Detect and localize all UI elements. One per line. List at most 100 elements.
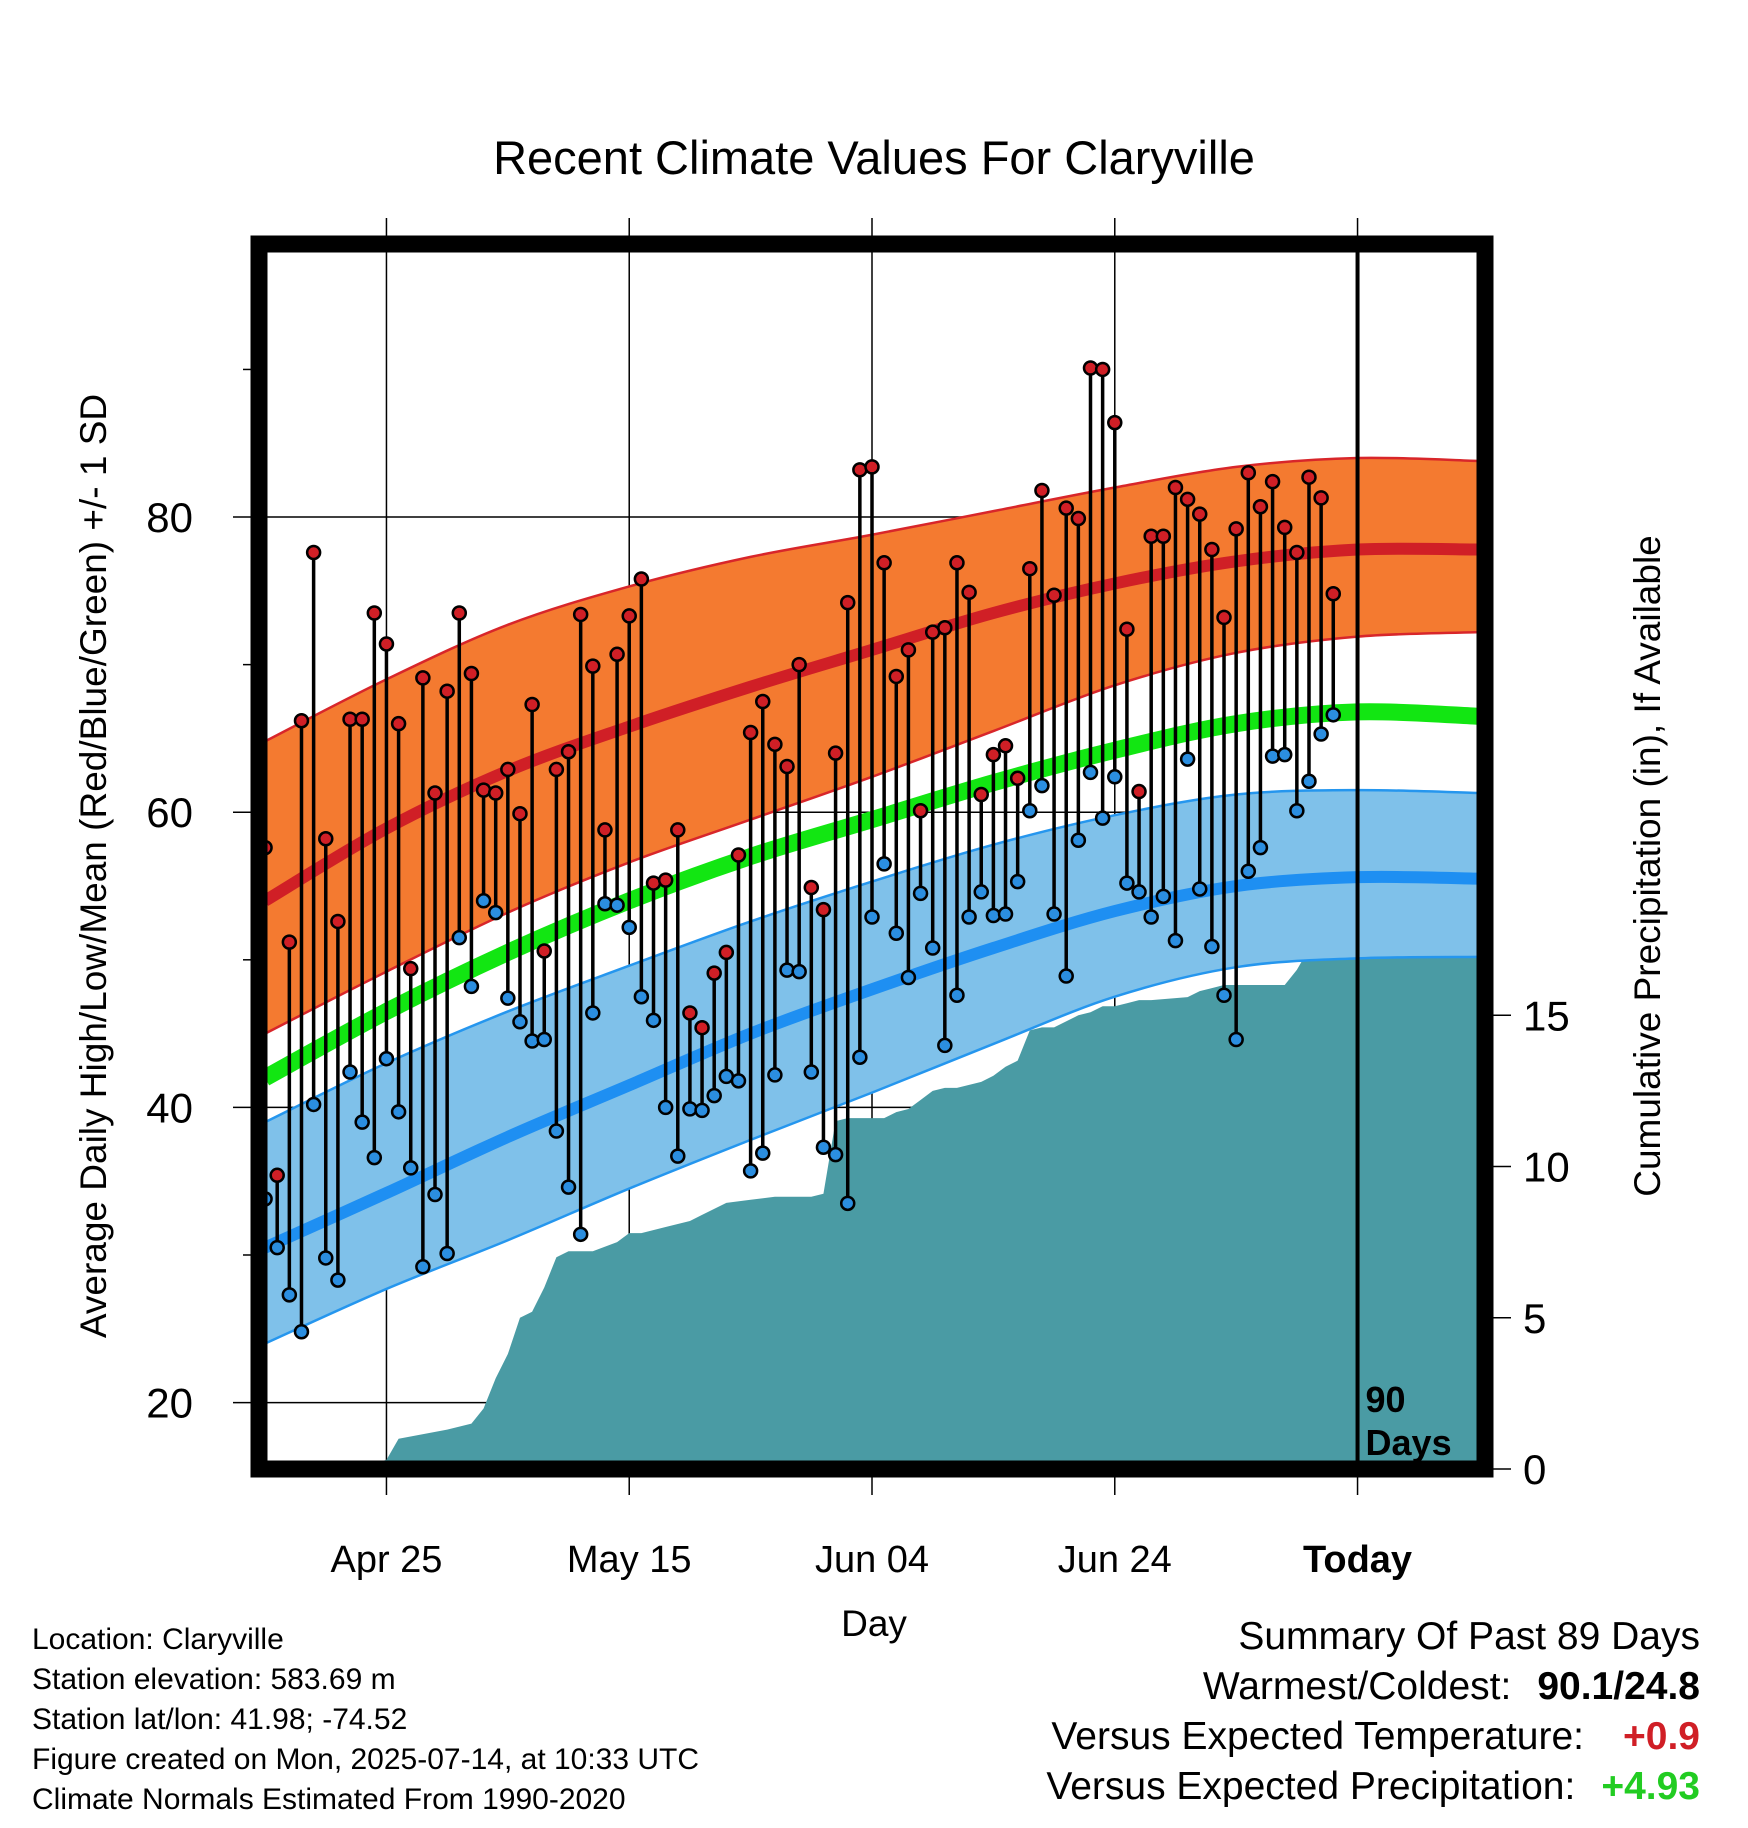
daily-low-point: [973, 884, 989, 900]
today-marker-label-days-word: Days: [1366, 1422, 1452, 1463]
warmest-coldest-label: Warmest/Coldest:: [1202, 1665, 1512, 1708]
y-tick-label: 20: [146, 1380, 193, 1427]
daily-low-point: [961, 909, 977, 925]
daily-high-point: [767, 736, 783, 753]
daily-low-point: [730, 1073, 747, 1089]
daily-high-point: [755, 693, 771, 710]
daily-high-point: [900, 642, 917, 658]
warmest-coldest-value: 90.1/24.8: [1537, 1665, 1700, 1708]
daily-low-point: [755, 1145, 771, 1161]
summary-panel: Summary Of Past 89 Days Warmest/Coldest:…: [800, 1612, 1700, 1812]
daily-low-point: [427, 1186, 443, 1203]
daily-low-point: [815, 1139, 832, 1156]
daily-low-point: [1313, 726, 1329, 742]
daily-low-point: [839, 1195, 856, 1212]
x-tick-label: Jun 04: [815, 1539, 929, 1581]
daily-high-point: [839, 594, 856, 611]
daily-low-point: [572, 1226, 589, 1243]
daily-low-point: [937, 1037, 953, 1054]
daily-low-point: [451, 929, 468, 946]
daily-high-point: [718, 944, 735, 961]
latlon-text: Station lat/lon: 41.98; -74.52: [32, 1703, 408, 1736]
daily-high-point: [366, 605, 383, 621]
daily-low-point: [900, 969, 917, 986]
daily-low-point: [1204, 938, 1220, 955]
daily-high-point: [1301, 469, 1317, 485]
daily-high-point: [1216, 609, 1232, 626]
daily-low-point: [475, 893, 492, 909]
daily-high-point: [1289, 544, 1305, 561]
daily-high-point: [694, 1019, 710, 1036]
daily-high-point: [1070, 510, 1087, 527]
daily-low-point: [1228, 1031, 1244, 1048]
daily-low-point: [1289, 802, 1305, 819]
daily-low-point: [852, 1049, 868, 1065]
daily-high-point: [706, 965, 722, 981]
y-tick-label: 60: [146, 789, 193, 836]
daily-high-point: [742, 724, 759, 741]
daily-high-point: [500, 761, 516, 778]
daily-low-point: [1155, 888, 1172, 905]
daily-low-point: [949, 987, 965, 1003]
daily-high-point: [609, 646, 625, 663]
daily-low-point: [706, 1087, 722, 1104]
warmest-coldest-row: Warmest/Coldest: 90.1/24.8: [800, 1662, 1700, 1712]
daily-high-point: [973, 786, 989, 803]
daily-low-point: [390, 1104, 407, 1120]
y-tick-label: 80: [146, 494, 193, 541]
daily-high-point: [864, 459, 880, 475]
daily-low-point: [548, 1123, 565, 1139]
created-text: Figure created on Mon, 2025-07-14, at 10…: [32, 1743, 700, 1776]
daily-high-point: [548, 761, 565, 778]
daily-low-point: [1216, 987, 1232, 1003]
daily-low-point: [1191, 881, 1208, 897]
daily-high-point: [1191, 506, 1208, 522]
summary-title: Summary Of Past 89 Days: [1238, 1615, 1700, 1658]
daily-high-point: [1313, 490, 1329, 506]
daily-low-point: [1167, 932, 1184, 949]
daily-high-point: [1009, 770, 1026, 787]
x-tick-label: Today: [1303, 1539, 1412, 1581]
daily-high-point: [536, 943, 553, 959]
daily-high-point: [269, 1167, 285, 1184]
daily-low-point: [585, 1005, 601, 1021]
daily-low-point: [1009, 873, 1026, 890]
daily-low-point: [293, 1323, 310, 1340]
daily-high-point: [779, 758, 795, 775]
daily-low-point: [1022, 802, 1038, 819]
daily-low-point: [1070, 832, 1087, 849]
y2-tick-label: 15: [1523, 992, 1570, 1039]
y2-axis-label: Cumulative Precipitation (in), If Availa…: [1627, 535, 1668, 1197]
location-text: Location: Claryville: [32, 1623, 284, 1656]
daily-high-point: [1325, 586, 1342, 602]
y2-tick-label: 10: [1523, 1144, 1570, 1191]
daily-low-point: [512, 1014, 528, 1030]
daily-high-point: [730, 847, 747, 863]
x-axis-label: Day: [841, 1603, 907, 1644]
daily-high-point: [633, 571, 650, 587]
daily-high-point: [985, 746, 1002, 763]
chart-title: Recent Climate Values For Claryville: [493, 131, 1255, 184]
daily-low-point: [791, 963, 807, 980]
daily-low-point: [1179, 751, 1196, 767]
daily-high-point: [378, 636, 395, 652]
daily-low-point: [1046, 906, 1062, 922]
daily-low-point: [670, 1148, 686, 1164]
daily-low-point: [742, 1163, 759, 1179]
daily-high-point: [949, 555, 965, 571]
temperature-departure-row: Versus Expected Temperature: +0.9: [800, 1712, 1700, 1762]
daily-low-point: [1107, 769, 1123, 785]
daily-high-point: [815, 901, 832, 918]
daily-low-point: [657, 1099, 674, 1116]
daily-low-point: [487, 904, 504, 921]
daily-low-point: [997, 906, 1014, 922]
daily-high-point: [1034, 482, 1050, 499]
normal-low-line: [262, 870, 1480, 1254]
x-tick-label: Apr 25: [330, 1539, 442, 1581]
daily-high-point: [888, 668, 905, 685]
daily-low-point: [621, 919, 637, 936]
daily-low-point: [876, 856, 892, 872]
daily-high-point: [1094, 361, 1111, 378]
